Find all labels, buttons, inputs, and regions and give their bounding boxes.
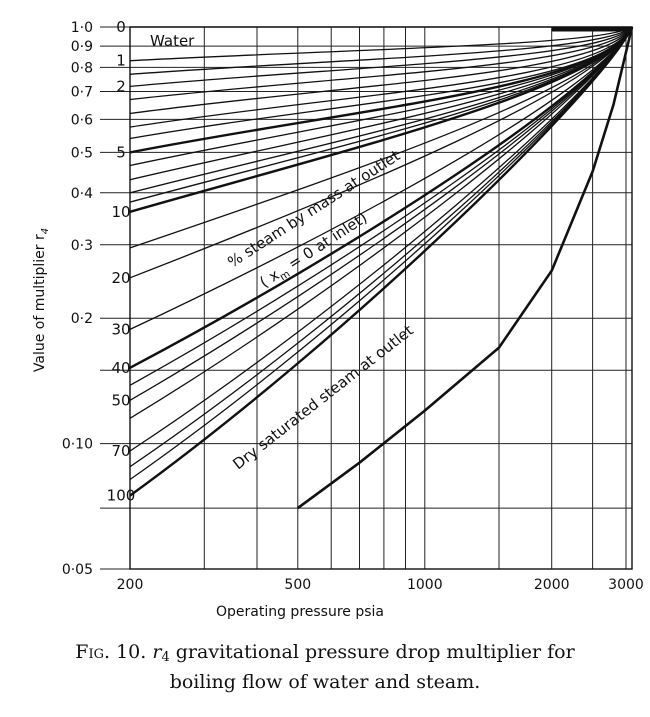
curves [129,26,634,510]
series-line [129,26,633,62]
series-label: 10 [111,203,130,221]
series-label: 40 [111,359,130,377]
y-tick-label: 0·7 [71,85,93,101]
caption-line-2: boiling flow of water and steam. [169,671,481,693]
y-tick-label: 0·6 [71,112,93,128]
series-line [129,26,633,419]
ticks: 200 500 1000 2000 30001·00·90·80·70·60·50·40… [62,20,644,593]
series-label: 70 [111,442,130,460]
y-axis-label: Value of multiplier r4 [32,228,51,372]
y-tick-label: 0·05 [62,562,93,578]
chart: 0 1 2 5 10 20 30 40 50 70 100 200 500 1000 2000 3000 1·… [32,18,644,620]
series-line [129,26,633,128]
caption-line-1: Fig. 10. r4 gravitational pressure drop … [75,641,575,665]
x-tick-label: 1000 [407,577,443,593]
y-tick-label: 1·0 [71,20,93,36]
figure-caption: Fig. 10. r4 gravitational pressure drop … [0,640,650,694]
series-line [129,26,633,75]
series-line [129,26,633,101]
y-tick-label: 0·3 [71,238,93,254]
x-tick-label: 500 [284,577,311,593]
y-tick-label: 0·4 [71,186,93,202]
series-line [129,26,633,115]
series-label: 20 [111,269,130,287]
x-tick-label: 200 [117,577,144,593]
series-line [129,26,633,468]
inlet-annotation: ( xm = 0 at inlet) [256,209,372,294]
series-label: 1 [116,52,126,70]
series-label: 50 [111,391,130,409]
x-axis-label: Operating pressure psia [216,604,384,620]
series-line [129,26,633,88]
y-tick-label: 0·8 [71,60,93,76]
y-tick-label: 0·9 [71,39,93,55]
series-label: 30 [111,320,130,338]
dry-saturated-line [297,26,634,510]
y-tick-label: 0·2 [71,311,93,327]
series-line [129,26,634,497]
series-label: 2 [116,77,126,95]
series-label: 5 [116,143,126,161]
curve-labels: 0 1 2 5 10 20 30 40 50 70 100 [107,18,136,505]
series-line [129,26,633,249]
x-tick-label: 3000 [608,577,644,593]
series-label: 0 [116,18,126,36]
axis-labels: Operating pressure psia Value of multipl… [32,228,384,620]
series-label: 100 [107,487,136,505]
y-tick-label: 0·10 [62,437,93,453]
water-label: Water [150,32,195,50]
series-line [129,26,634,213]
series-line [129,26,633,279]
x-tick-label: 2000 [534,577,570,593]
series-line [129,26,633,452]
y-tick-label: 0·5 [71,145,93,161]
